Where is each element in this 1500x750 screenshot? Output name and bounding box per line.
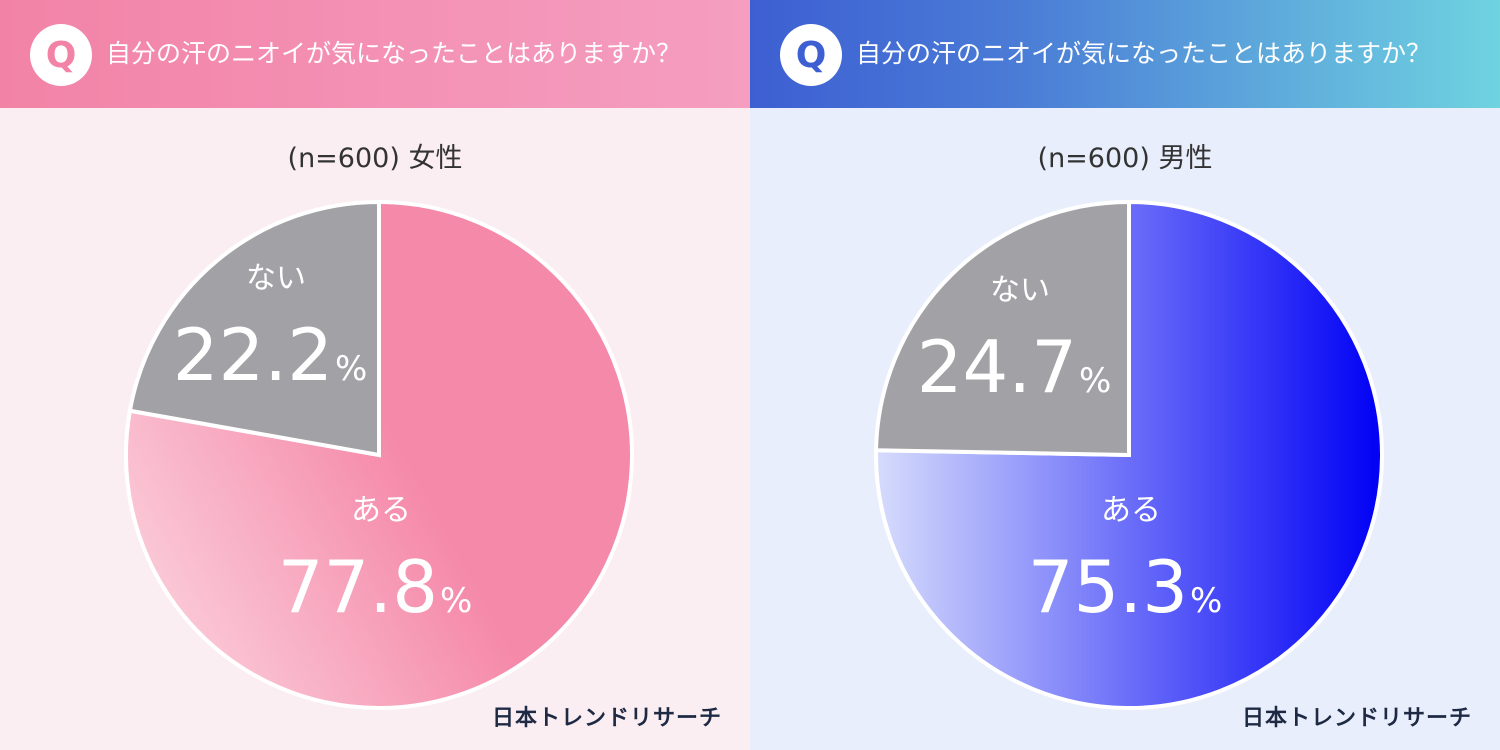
sample-label: (n=600) 女性	[287, 143, 463, 174]
question-header: Q 自分の汗のニオイが気になったことはありますか？	[750, 0, 1500, 108]
question-text: 自分の汗のニオイが気になったことはありますか？	[106, 39, 682, 68]
pie-slice-no	[127, 199, 381, 458]
female-panel: Q 自分の汗のニオイが気になったことはありますか？ (n=600) 女性 ある 7…	[0, 0, 750, 750]
female-pie-chart: ある 77.8% ない 22.2%	[124, 199, 634, 710]
question-badge-icon: Q	[780, 24, 842, 86]
slice-yes-value: 75.3%	[1028, 545, 1223, 629]
brand-logo: 日本トレンドリサーチ	[1241, 706, 1472, 731]
male-pie-chart: ある 75.3% ない 24.7%	[874, 199, 1384, 710]
question-text: 自分の汗のニオイが気になったことはありますか？	[856, 39, 1432, 68]
sample-label: (n=600) 男性	[1037, 143, 1213, 174]
slice-no-value: 22.2%	[173, 313, 368, 397]
slice-yes-label: ある	[1101, 493, 1161, 528]
brand-logo: 日本トレンドリサーチ	[491, 706, 722, 731]
pie-slice-no	[874, 199, 1131, 458]
slice-no-label: ない	[990, 273, 1050, 308]
question-header: Q 自分の汗のニオイが気になったことはありますか？	[0, 0, 750, 108]
slice-yes-label: ある	[351, 493, 411, 528]
male-panel: Q 自分の汗のニオイが気になったことはありますか？ (n=600) 男性 ある 7…	[750, 0, 1500, 750]
slice-yes-value: 77.8%	[278, 545, 473, 629]
question-badge-icon: Q	[30, 24, 92, 86]
slice-no-label: ない	[246, 261, 306, 296]
slice-no-value: 24.7%	[917, 325, 1112, 409]
